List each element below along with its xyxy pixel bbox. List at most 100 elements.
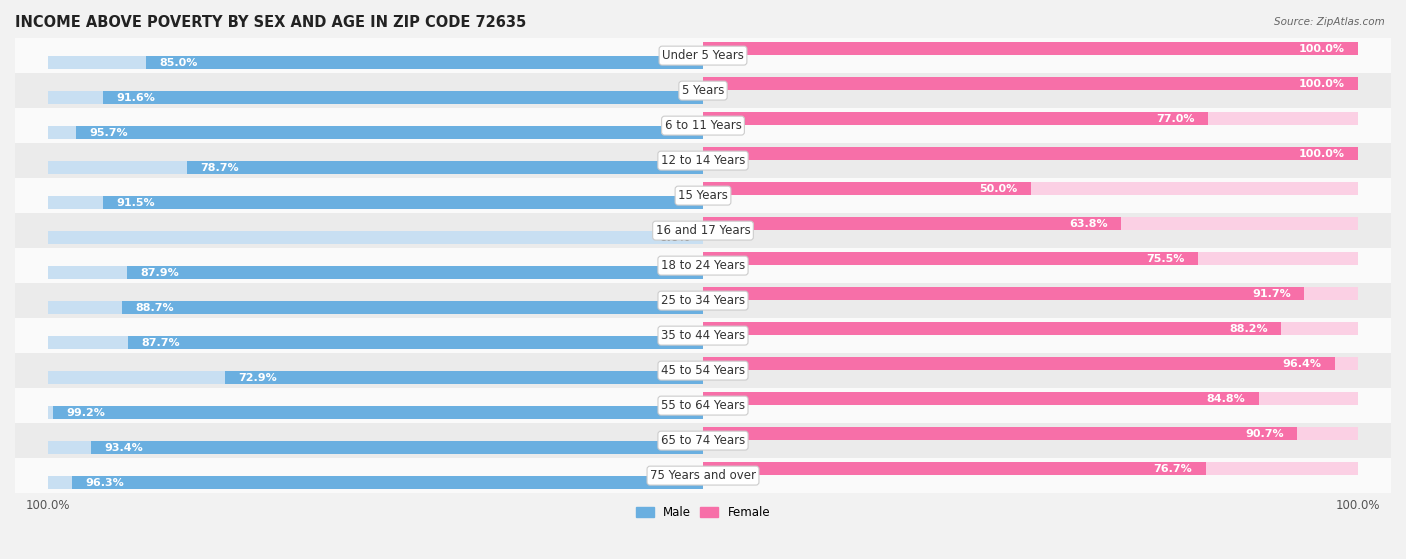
Bar xyxy=(15,178,1391,213)
Text: 99.2%: 99.2% xyxy=(66,408,105,418)
Bar xyxy=(703,77,1358,90)
Text: 0.0%: 0.0% xyxy=(659,233,690,243)
Bar xyxy=(703,427,1298,440)
Bar xyxy=(703,357,1358,370)
Text: Source: ZipAtlas.com: Source: ZipAtlas.com xyxy=(1274,17,1385,27)
Bar xyxy=(122,301,703,314)
Text: 93.4%: 93.4% xyxy=(104,443,143,453)
Bar xyxy=(48,441,703,454)
Bar xyxy=(15,213,1391,248)
Bar xyxy=(703,112,1358,125)
Bar xyxy=(103,91,703,104)
Bar xyxy=(703,182,1031,195)
Text: 96.3%: 96.3% xyxy=(86,477,124,487)
Text: 87.7%: 87.7% xyxy=(142,338,180,348)
Bar xyxy=(48,231,703,244)
Bar xyxy=(187,162,703,174)
Bar xyxy=(15,283,1391,318)
Text: 63.8%: 63.8% xyxy=(1070,219,1108,229)
Bar xyxy=(128,337,703,349)
Text: 50.0%: 50.0% xyxy=(979,183,1018,193)
Text: 91.7%: 91.7% xyxy=(1251,288,1291,299)
Text: 100.0%: 100.0% xyxy=(1299,44,1346,54)
Bar xyxy=(127,266,703,279)
Bar xyxy=(703,357,1334,370)
Bar xyxy=(15,73,1391,108)
Text: 6 to 11 Years: 6 to 11 Years xyxy=(665,119,741,132)
Text: INCOME ABOVE POVERTY BY SEX AND AGE IN ZIP CODE 72635: INCOME ABOVE POVERTY BY SEX AND AGE IN Z… xyxy=(15,15,526,30)
Text: 96.4%: 96.4% xyxy=(1282,359,1322,368)
Legend: Male, Female: Male, Female xyxy=(631,501,775,524)
Bar xyxy=(72,476,703,489)
Text: 45 to 54 Years: 45 to 54 Years xyxy=(661,364,745,377)
Text: 16 and 17 Years: 16 and 17 Years xyxy=(655,224,751,237)
Bar xyxy=(703,42,1358,55)
Bar xyxy=(48,162,703,174)
Text: 88.2%: 88.2% xyxy=(1229,324,1268,334)
Text: 91.5%: 91.5% xyxy=(117,198,155,207)
Text: 78.7%: 78.7% xyxy=(201,163,239,173)
Bar xyxy=(703,148,1358,160)
Text: 100.0%: 100.0% xyxy=(1299,149,1346,159)
Bar xyxy=(15,248,1391,283)
Bar xyxy=(703,217,1121,230)
Bar xyxy=(48,406,703,419)
Bar xyxy=(703,287,1358,300)
Bar xyxy=(91,441,703,454)
Text: 95.7%: 95.7% xyxy=(89,127,128,138)
Text: 72.9%: 72.9% xyxy=(239,373,277,382)
Text: 77.0%: 77.0% xyxy=(1156,113,1195,124)
Bar xyxy=(15,423,1391,458)
Bar xyxy=(703,462,1358,475)
Bar xyxy=(703,427,1358,440)
Bar xyxy=(703,392,1258,405)
Text: 84.8%: 84.8% xyxy=(1206,394,1246,404)
Text: 87.9%: 87.9% xyxy=(141,268,179,278)
Bar xyxy=(703,252,1198,265)
Bar xyxy=(703,77,1358,90)
Text: 85.0%: 85.0% xyxy=(159,58,197,68)
Bar xyxy=(703,42,1358,55)
Bar xyxy=(48,337,703,349)
Text: Under 5 Years: Under 5 Years xyxy=(662,49,744,62)
Bar xyxy=(48,91,703,104)
Text: 55 to 64 Years: 55 to 64 Years xyxy=(661,399,745,412)
Bar xyxy=(53,406,703,419)
Bar xyxy=(703,323,1281,335)
Text: 76.7%: 76.7% xyxy=(1154,463,1192,473)
Bar xyxy=(48,56,703,69)
Text: 91.6%: 91.6% xyxy=(115,93,155,103)
Text: 15 Years: 15 Years xyxy=(678,189,728,202)
Bar xyxy=(15,353,1391,388)
Bar xyxy=(703,217,1358,230)
Bar xyxy=(225,371,703,384)
Bar xyxy=(15,388,1391,423)
Bar xyxy=(15,458,1391,493)
Text: 12 to 14 Years: 12 to 14 Years xyxy=(661,154,745,167)
Text: 100.0%: 100.0% xyxy=(1299,79,1346,89)
Bar xyxy=(703,112,1208,125)
Text: 35 to 44 Years: 35 to 44 Years xyxy=(661,329,745,342)
Bar xyxy=(703,287,1303,300)
Text: 25 to 34 Years: 25 to 34 Years xyxy=(661,294,745,307)
Bar xyxy=(703,182,1358,195)
Bar xyxy=(48,196,703,209)
Bar xyxy=(703,323,1358,335)
Text: 90.7%: 90.7% xyxy=(1246,429,1284,439)
Bar xyxy=(703,148,1358,160)
Bar xyxy=(104,196,703,209)
Bar xyxy=(15,108,1391,143)
Bar xyxy=(48,301,703,314)
Bar xyxy=(15,38,1391,73)
Bar xyxy=(48,266,703,279)
Bar xyxy=(48,371,703,384)
Bar xyxy=(76,126,703,139)
Bar xyxy=(15,143,1391,178)
Text: 65 to 74 Years: 65 to 74 Years xyxy=(661,434,745,447)
Bar xyxy=(15,318,1391,353)
Text: 88.7%: 88.7% xyxy=(135,302,173,312)
Text: 75.5%: 75.5% xyxy=(1146,254,1185,264)
Bar xyxy=(703,252,1358,265)
Bar xyxy=(48,126,703,139)
Text: 5 Years: 5 Years xyxy=(682,84,724,97)
